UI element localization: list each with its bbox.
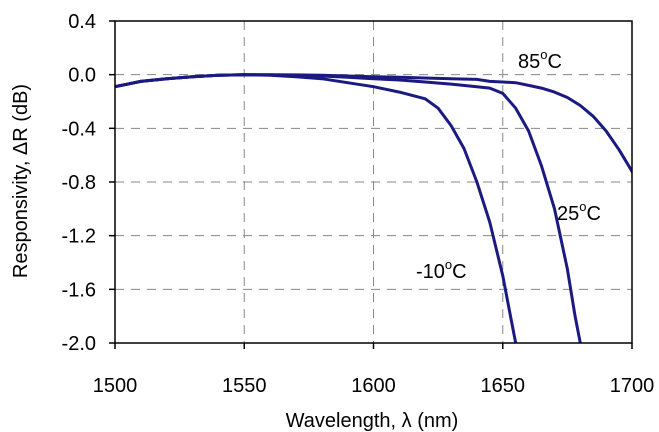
- tick-labels: 1500 1550 1600 1650 1700 0.4 0.0 -0.4 -0.8 -1.2 -1…: [62, 11, 655, 397]
- y-tick-label: 0.0: [68, 65, 96, 87]
- y-tick-label: -2.0: [62, 333, 96, 355]
- series-label: 85oC: [518, 47, 562, 73]
- y-tick-label: -0.8: [62, 172, 96, 194]
- x-axis-label: Wavelength, λ (nm): [286, 410, 459, 432]
- x-tick-label: 1500: [93, 375, 138, 397]
- y-axis-label: Responsivity, ΔR (dB): [10, 84, 32, 278]
- y-tick-label: -0.4: [62, 118, 96, 140]
- series-label: 25oC: [557, 199, 601, 225]
- axis-ticks: [109, 20, 633, 349]
- series-lines: [115, 73, 632, 343]
- x-tick-label: 1600: [351, 375, 396, 397]
- series-line: [115, 73, 518, 343]
- grid-lines: [115, 21, 632, 343]
- series-labels: -10oC 25oC 85oC: [416, 47, 601, 283]
- series-line: [115, 73, 582, 343]
- x-tick-label: 1550: [222, 375, 267, 397]
- y-tick-label: -1.6: [62, 279, 96, 301]
- x-tick-label: 1700: [610, 375, 655, 397]
- series-line: [115, 73, 632, 175]
- y-tick-label: -1.2: [62, 226, 96, 248]
- x-tick-label: 1650: [481, 375, 526, 397]
- series-label: -10oC: [416, 257, 467, 283]
- y-tick-label: 0.4: [68, 11, 96, 33]
